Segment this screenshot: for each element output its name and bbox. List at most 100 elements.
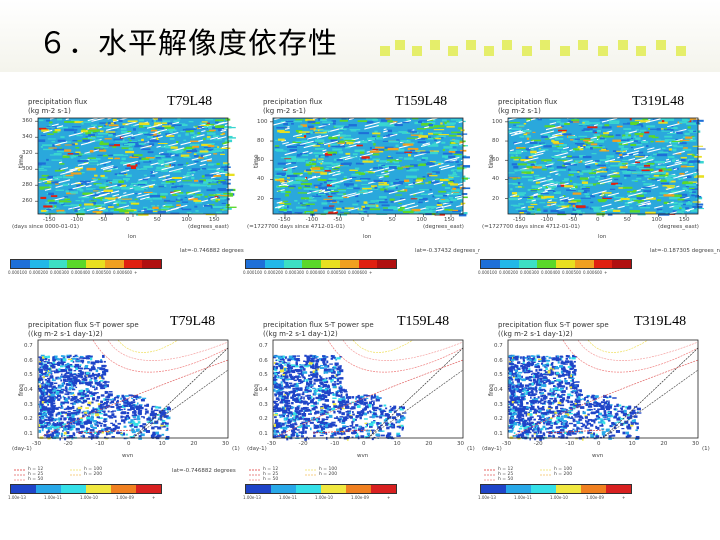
x-tick-label: -20 [298,441,308,447]
decor-square [560,46,570,56]
decor-square [540,40,550,50]
colorbar-swatch [321,260,340,268]
y-tick-label: 0.7 [494,343,503,349]
colorbar-swatch [556,485,581,493]
legend-label: h = 100 [84,467,103,472]
plot-units: (kg m-2 s-1) [263,107,306,115]
colorbar-label: 0.000200 [264,270,284,275]
colorbar-swatch [377,260,396,268]
colorbar-swatch [531,485,556,493]
resolution-label: T319L48 [630,94,687,110]
decor-square [395,40,405,50]
y-tick-label: 0.2 [24,416,33,423]
colorbar-label: + [387,495,391,500]
plot-title: precipitation flux S-T power spe [263,321,374,329]
x-tick-label: -100 [540,217,554,223]
x-tick-label: -150 [278,217,291,223]
hovmoller-panel: precipitation flux (kg m-2 s-1) T319L48 tim… [478,88,720,278]
y-tick-label: 100 [257,118,268,125]
dispersion-curve [107,339,229,361]
colorbar-swatch [29,260,49,268]
spectrum-plot [484,339,699,481]
dispersion-curve [77,429,134,434]
decor-square [636,46,646,56]
y-tick-label: 60 [492,157,499,164]
x-tick-label: 150 [679,217,690,223]
spectrum-plot [249,339,464,481]
colorbar-swatch [123,260,143,268]
x-tick-label: 30 [222,441,229,447]
colorbar-label: 1.00e-13 [243,495,261,500]
colorbar [10,259,162,269]
colorbar-label: 1.00e-11 [514,495,532,500]
time-unit: (=1727700 days since 4712-01-01) [482,224,580,230]
dispersion-curve [132,369,229,439]
colorbar-swatch [556,260,575,268]
y-tick-label: 80 [257,138,264,145]
colorbar-swatch [246,485,271,493]
x-axis-label: lon [128,234,137,240]
x-tick-label: 0 [127,441,131,447]
legend-label: h = 200 [554,472,573,477]
y-tick-label: 40 [257,176,264,183]
colorbar-swatch [537,260,556,268]
y-tick-label: 0.2 [259,416,268,423]
colorbar-label: 1.00e-13 [478,495,496,500]
colorbar-label: 0.000100 [8,270,28,275]
y-tick-label: 20 [492,195,499,202]
x-tick-label: -20 [63,441,73,447]
x-tick-label: -50 [568,217,578,223]
colorbar-swatch [296,485,321,493]
colorbar-swatch [302,260,321,268]
x-tick-label: 100 [651,217,662,223]
x-tick-label: 10 [393,441,401,447]
y-tick-label: 0.5 [259,372,268,379]
spectrum-plot [14,339,229,481]
colorbar-label: 0.000300 [520,270,540,275]
x-unit-left: (day-1) [12,446,32,452]
legend-label: h = 25 [498,472,514,477]
hovmoller-panel: precipitation flux (kg m-2 s-1) T159L48 tim… [243,88,487,278]
colorbar-label: 0.000500 [327,270,347,275]
colorbar-label: 0.000200 [499,270,519,275]
x-tick-label: 100 [416,217,427,223]
x-tick-label: -150 [513,217,526,223]
x-unit-right: (1) [232,446,240,452]
x-tick-label: -100 [305,217,319,223]
colorbar-swatch [593,260,613,268]
dispersion-curve [562,339,699,373]
x-tick-label: -20 [533,441,543,447]
colorbar-label: 0.000300 [50,270,70,275]
colorbar-swatch [283,260,303,268]
legend-label: h = 50 [498,477,514,482]
decor-square [598,46,608,56]
x-axis-label: wvn [592,453,604,459]
colorbar-swatch [67,260,86,268]
colorbar-label: 0.000500 [92,270,112,275]
x-unit: (degrees_east) [658,224,699,230]
x-tick-label: 150 [209,217,220,223]
x-tick-label: 150 [444,217,455,223]
y-tick-label: 80 [492,138,499,145]
time-unit: (=1727700 days since 4712-01-01) [247,224,345,230]
dispersion-curve [92,339,229,373]
colorbar-label: 0.000600 [348,270,368,275]
legend-label: h = 200 [319,472,338,477]
x-axis-label: wvn [357,453,369,459]
colorbar-swatch [11,260,30,268]
legend-label: h = 100 [319,467,338,472]
dispersion-curve [352,339,414,353]
colorbar-label: 0.000100 [243,270,263,275]
x-axis-label: wvn [122,453,134,459]
footnote: lat=-0.187305 degrees_no [650,248,720,254]
colorbar-label: + [134,270,138,275]
colorbar-label: 1.00e-11 [279,495,297,500]
dispersion-curve [547,429,604,434]
resolution-label: T79L48 [165,94,215,110]
decor-square [522,46,532,56]
y-tick-label: 340 [22,134,33,141]
x-unit-left: (day-1) [247,446,267,452]
colorbar-swatch [86,485,111,493]
legend-label: h = 50 [263,477,279,482]
x-tick-label: 0 [362,441,366,447]
